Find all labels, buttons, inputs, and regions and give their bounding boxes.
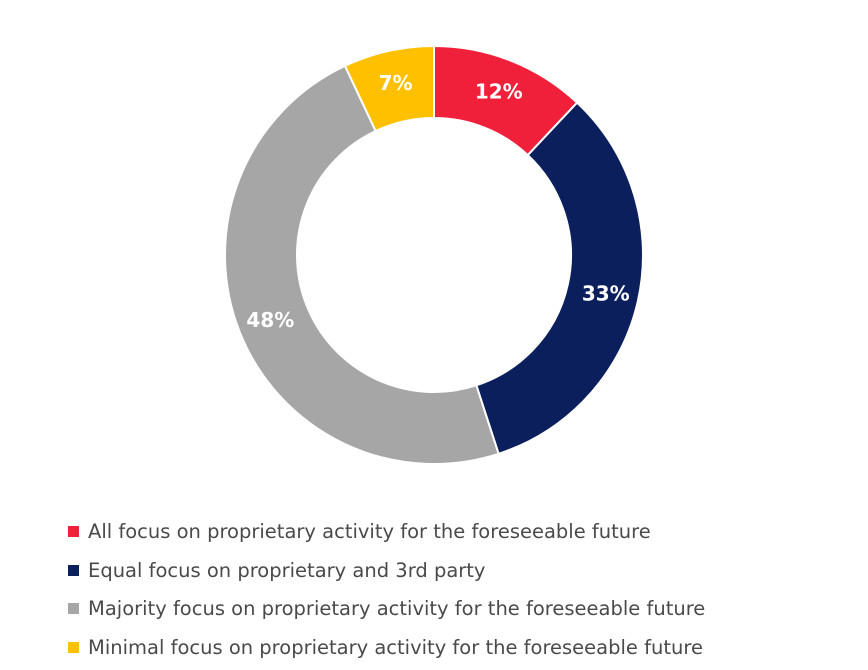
- legend-item-minimal-focus: Minimal focus on proprietary activity fo…: [68, 628, 705, 667]
- legend-swatch-all-focus: [68, 525, 79, 537]
- legend-label-all-focus: All focus on proprietary activity for th…: [88, 519, 651, 543]
- donut-slice-minimal-focus: [343, 44, 435, 133]
- slice-label-equal-focus: 33%: [582, 281, 630, 305]
- legend-label-equal-focus: Equal focus on proprietary and 3rd party: [88, 558, 486, 582]
- legend-item-all-focus: All focus on proprietary activity for th…: [68, 512, 705, 551]
- donut-slice-equal-focus: [475, 101, 644, 456]
- legend-item-equal-focus: Equal focus on proprietary and 3rd party: [68, 551, 705, 590]
- legend-label-minimal-focus: Minimal focus on proprietary activity fo…: [88, 635, 703, 659]
- legend-swatch-majority-focus: [68, 603, 79, 615]
- slice-label-majority-focus: 48%: [246, 308, 294, 332]
- slice-label-minimal-focus: 7%: [379, 71, 413, 95]
- legend-swatch-minimal-focus: [68, 641, 79, 653]
- donut-slice-majority-focus: [224, 64, 500, 465]
- legend-item-majority-focus: Majority focus on proprietary activity f…: [68, 589, 705, 628]
- legend-label-majority-focus: Majority focus on proprietary activity f…: [88, 597, 706, 621]
- slice-label-all-focus: 12%: [475, 79, 523, 103]
- donut-slices: [224, 44, 644, 465]
- chart-legend: All focus on proprietary activity for th…: [68, 512, 705, 667]
- legend-swatch-equal-focus: [68, 564, 79, 576]
- donut-slice-labels: 12% 33% 48% 7%: [246, 71, 629, 332]
